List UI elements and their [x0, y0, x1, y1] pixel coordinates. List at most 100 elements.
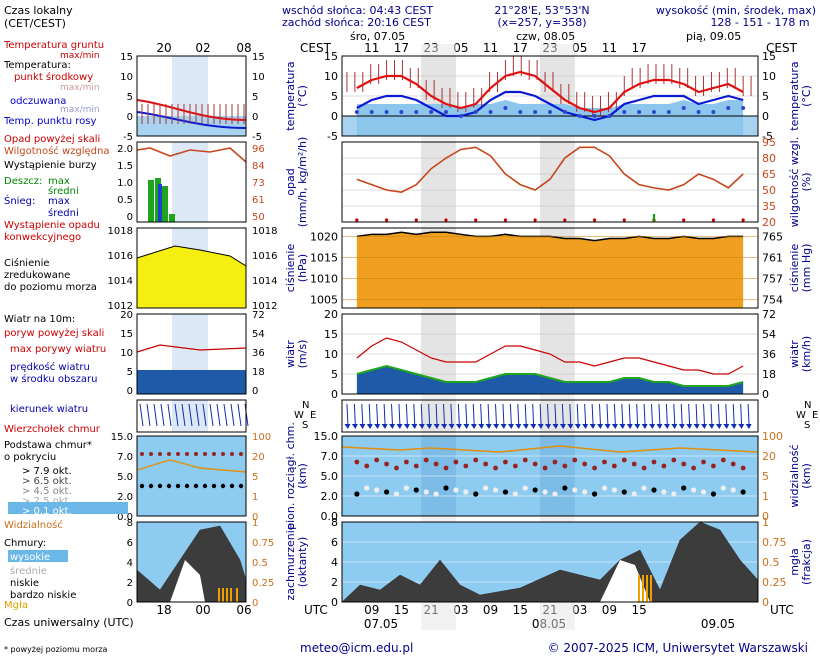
wind-arrow: [495, 403, 498, 427]
mini-cloud-tick: 15.0: [111, 432, 133, 443]
wind-arrow-head: [426, 424, 433, 429]
cloud-base-dot: [473, 491, 479, 497]
mini-fog-tick: 0.25: [252, 578, 274, 589]
legend-utc: Czas uniwersalny (UTC): [4, 616, 134, 629]
mini-pressure-tick: 1018: [252, 226, 277, 237]
axis-title-unit: (frakcja): [800, 539, 813, 585]
cloud-base-dot: [542, 489, 548, 495]
wind-arrow-head: [663, 424, 670, 429]
mini-wind-tick: 36: [252, 348, 265, 359]
cloud-base-dot: [740, 465, 746, 471]
pressure-mmhg-tick: 761: [762, 251, 783, 264]
dew-point-dot: [666, 110, 671, 114]
legend-gust-max: max porywy wiatru: [10, 344, 106, 355]
panel-frame: [341, 521, 759, 603]
cloud-base-dot: [423, 489, 429, 495]
left-night-band: [172, 142, 208, 222]
mini-cloud-dot: [149, 452, 153, 456]
cloud-base-dot: [572, 457, 578, 463]
legend-okt: > 4.5 okt.: [22, 486, 72, 497]
cloud-base-dot: [532, 461, 538, 467]
cloud-base-dot: [453, 487, 459, 493]
legend-storm: Wystąpienie burzy: [4, 160, 97, 171]
local-tick: 20: [156, 41, 171, 55]
wind-arrow: [420, 403, 423, 427]
wind-arrow: [353, 403, 356, 427]
cloud-tick: 15.0: [314, 430, 339, 443]
dew-point-dot: [488, 110, 493, 114]
mini-pressure-tick: 1014: [252, 276, 277, 287]
cloud-base-dot: [502, 489, 509, 495]
y-tick-label: 10: [324, 70, 338, 83]
wind-arrow: [391, 403, 394, 427]
wind-kmh-tick: 54: [762, 328, 776, 341]
mini-vis-tick: 1: [252, 492, 258, 503]
wind-arrow-head: [611, 424, 618, 429]
wind-arrow: [480, 403, 483, 427]
cloud-base-dot: [651, 459, 657, 465]
wind-arrow-head: [470, 424, 477, 429]
compass-letter: S: [302, 420, 308, 431]
mini-cloud-dot: [166, 483, 172, 489]
legend-pressure2: zredukowane: [4, 270, 70, 281]
cloud-base-dot: [631, 491, 637, 497]
mini-humidity-tick: 50: [252, 212, 265, 223]
wind-arrow: [450, 403, 453, 427]
mini-pressure-tick: 1018: [108, 226, 133, 237]
top-tick-label: 17: [394, 41, 409, 55]
compass-letter: S: [804, 420, 810, 431]
visibility-tick: 1: [762, 490, 769, 503]
wind-arrow: [368, 403, 371, 427]
dew-point-dot: [399, 110, 404, 114]
mini-panel-frame: [136, 55, 247, 137]
cover-tick: 0: [331, 596, 338, 609]
legend-okt: > 2.5 okt.: [22, 496, 72, 507]
mini-fog-tick: 0.75: [252, 538, 274, 549]
bottom-tick-label: 03: [453, 603, 468, 617]
cloud-base-dot: [433, 461, 439, 467]
axis-title: temperatura: [284, 61, 297, 130]
wind-arrow-head: [693, 424, 700, 429]
cloud-base-dot: [661, 489, 667, 495]
cloud-base-dot: [542, 465, 548, 471]
bottom-tick-label: 15: [513, 603, 528, 617]
legend-wind-speed: prędkość wiatru: [10, 361, 90, 373]
cloud-base-dot: [493, 465, 498, 471]
cloud-base-dot: [562, 485, 568, 491]
cloud-base-dot: [512, 463, 518, 469]
y-tick-label: 10: [762, 70, 776, 83]
cloud-base-dot: [602, 459, 607, 465]
mini-cloud-dot: [230, 452, 234, 456]
wind-arrow: [398, 403, 401, 427]
legend-wind10: Wiatr na 10m:: [4, 314, 75, 325]
cloud-base-dot: [582, 461, 588, 467]
cover-tick: 4: [331, 556, 338, 569]
mini-cloud-dot: [238, 483, 244, 489]
mini-cloud-dot: [202, 483, 208, 489]
dew-point-dot: [384, 110, 389, 114]
wind-arrow-head: [351, 424, 358, 429]
cloud-base-dot: [503, 459, 508, 465]
mini-cloud-dot: [167, 452, 171, 456]
cloud-base-dot: [463, 489, 469, 495]
legend-okt: > 6.5 okt.: [22, 476, 72, 487]
mini-wind-tick: 5: [127, 367, 133, 378]
dew-point-dot: [533, 110, 538, 114]
wind-arrow-head: [671, 424, 678, 429]
pressure-mmhg-tick: 757: [762, 273, 783, 286]
mini-cover-tick: 2: [127, 578, 133, 589]
sunrise-text: wschód słońca: 04:43 CEST: [282, 4, 433, 17]
compass-letter: N: [804, 400, 811, 411]
mini-cloud-dot: [140, 452, 144, 456]
axis-title-unit: (°C): [296, 85, 309, 107]
mini-cloud-dot: [220, 483, 226, 489]
mini-panel-frame: [136, 313, 247, 395]
axis-title-unit: (km): [296, 463, 309, 489]
mini-pressure-tick: 1012: [252, 301, 277, 312]
utc-tick: 18: [156, 603, 171, 617]
cloud-base-dot: [532, 487, 538, 493]
axis-title: widzialność: [788, 444, 801, 507]
mini-vis-tick: 5: [252, 472, 258, 483]
legend-snow-max: max: [48, 196, 70, 207]
y-tick-label: 15: [324, 50, 338, 63]
